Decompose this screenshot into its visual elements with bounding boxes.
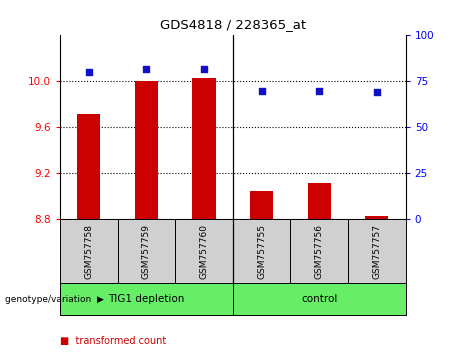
Bar — [365, 216, 388, 219]
Text: GSM757757: GSM757757 — [372, 224, 381, 279]
Title: GDS4818 / 228365_at: GDS4818 / 228365_at — [160, 18, 306, 32]
Bar — [233, 283, 406, 315]
Bar — [118, 219, 175, 283]
Text: GSM757756: GSM757756 — [315, 224, 324, 279]
Text: GSM757758: GSM757758 — [84, 224, 93, 279]
Text: genotype/variation  ▶: genotype/variation ▶ — [5, 295, 103, 304]
Point — [315, 88, 323, 93]
Bar — [250, 191, 273, 219]
Bar — [193, 78, 216, 219]
Bar — [60, 219, 118, 283]
Bar — [233, 219, 290, 283]
Text: GSM757755: GSM757755 — [257, 224, 266, 279]
Bar — [77, 114, 100, 219]
Bar — [135, 81, 158, 219]
Point — [258, 88, 266, 93]
Text: GSM757759: GSM757759 — [142, 224, 151, 279]
Bar — [290, 219, 348, 283]
Bar — [348, 219, 406, 283]
Point — [142, 66, 150, 72]
Text: GSM757760: GSM757760 — [200, 224, 208, 279]
Point — [85, 69, 92, 75]
Bar — [175, 219, 233, 283]
Bar — [308, 183, 331, 219]
Text: ■  transformed count: ■ transformed count — [60, 336, 166, 346]
Text: control: control — [301, 294, 337, 304]
Bar — [60, 283, 233, 315]
Point — [373, 90, 381, 95]
Text: TIG1 depletion: TIG1 depletion — [108, 294, 184, 304]
Point — [200, 66, 207, 72]
